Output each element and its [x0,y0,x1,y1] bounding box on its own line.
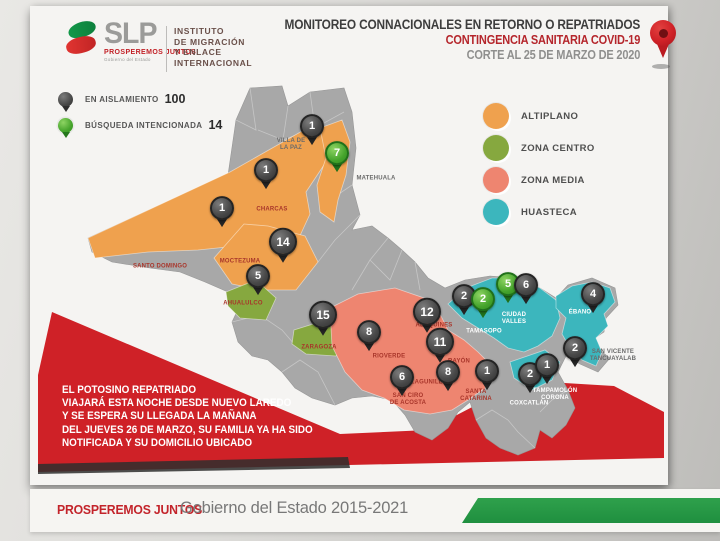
green-pin-icon [58,117,73,133]
banner-line-4: DEL JUEVES 26 DE MARZO, SU FAMILIA YA HA… [62,423,313,436]
logo-tagline: PROSPEREMOS JUNTOS [104,49,197,56]
map-pin-tamasopo: 2 [471,287,495,319]
footer-brand: PROSPEREMOS JUNTOS [57,502,203,517]
map-pin-matehuala: 7 [325,141,349,173]
zone-item-huasteca: HUASTECA [483,196,595,228]
zone-item-altiplano: ALTIPLANO [483,100,595,132]
banner-line-5: NOTIFICADA Y SU DOMICILIO UBICADO [62,436,253,449]
map-label-charcas: CHARCAS [256,205,288,213]
map-pin-ahualulco: 5 [246,264,270,296]
altiplano-swatch [483,103,509,129]
map-label-matehuala: MATEHUALA [356,174,396,182]
footer-government: Gobierno del Estado 2015-2021 [180,499,409,517]
page-title: MONITOREO CONNACIONALES EN RETORNO O REP… [236,17,640,62]
alert-banner: EL POTOSINO REPATRIADO VIAJARÁ ESTA NOCH… [62,384,341,450]
map-pin-lagunillas: 8 [436,360,460,392]
map-label-zaragoza: ZARAGOZA [301,343,337,351]
centro-swatch [483,135,509,161]
map-pin-ébano: 4 [581,282,605,314]
logo-divider [166,26,167,72]
map-pin-zaragoza: 15 [309,300,337,336]
banner-line-3: Y SE ESPERA SU LLEGADA LA MAÑANA [62,410,257,423]
title-line-2: CONTINGENCIA SANITARIA COVID-19 [445,33,640,47]
logo-subtext: Gobierno del Estado [104,57,151,62]
title-line-1: MONITOREO CONNACIONALES EN RETORNO O REP… [284,17,640,32]
map-pin-moctezuma: 14 [269,227,297,263]
map-label-san-vicente-tancuayalab: SAN VICENTE TANCUAYALAB [589,347,637,362]
map-pin-villa-de-la-paz: 1 [300,114,324,146]
legend-label: BÚSQUEDA INTENCIONADA [85,120,203,130]
legend-label: EN AISLAMIENTO [85,94,159,104]
institute-name: Instituto de Migración y Enlace Internac… [174,26,253,68]
logo-brand: SLP [104,17,158,50]
map-pin-santa-catarina: 1 [475,359,499,391]
legend-value: 100 [164,92,186,106]
slp-logo: SLP PROSPEREMOS JUNTOS Gobierno del Esta… [64,17,197,62]
map-label-rioverde: RIOVERDE [372,352,406,360]
huasteca-swatch [483,199,509,225]
map-pin-tampamolón-corona: 1 [535,353,559,385]
map-label-tampamolón-corona: TAMPAMOLÓN CORONA [532,386,578,401]
banner-line-1: EL POTOSINO REPATRIADO [62,384,197,396]
status-legend: EN AISLAMIENTO 100 BÚSQUEDA INTENCIONADA… [58,86,222,138]
map-pin-rioverde: 8 [357,320,381,352]
map-label-san-ciro-de-acosta: SAN CIRO DE ACOSTA [389,391,427,406]
legend-item-aislamiento: EN AISLAMIENTO 100 [58,86,222,112]
map-label-santo-domingo: SANTO DOMINGO [132,262,188,270]
banner-line-2: VIAJARÁ ESTA NOCHE DESDE NUEVO LAREDO [62,397,292,410]
gray-pin-icon [58,91,73,107]
zone-item-media: ZONA MEDIA [483,164,595,196]
legend-item-busqueda: BÚSQUEDA INTENCIONADA 14 [58,112,222,138]
title-line-3: CORTE AL 25 DE MARZO DE 2020 [466,48,640,62]
map-pin-santo-domingo: 1 [210,196,234,228]
zone-legend: ALTIPLANO ZONA CENTRO ZONA MEDIA HUASTEC… [483,100,595,228]
map-pin-charcas: 1 [254,158,278,190]
footer: PROSPEREMOS JUNTOS Gobierno del Estado 2… [30,489,720,532]
map-pin-san-vicente-tancuayalab: 2 [563,336,587,368]
map-label-tamasopo: TAMASOPO [466,327,502,335]
slp-swoosh-icon [64,18,100,60]
map-label-ciudad-valles: CIUDAD VALLES [501,310,527,325]
map-label-villa-de-la-paz: VILLA DE LA PAZ [276,136,306,151]
map-pin-alaquines: 12 [413,297,441,333]
location-pin-icon [648,20,678,72]
footer-green-bar [462,498,720,523]
media-swatch [483,167,509,193]
map-pin-san-ciro-de-acosta: 6 [390,365,414,397]
map-label-ahualulco: AHUALULCO [223,299,263,307]
zone-item-centro: ZONA CENTRO [483,132,595,164]
map-pin-rayón: 11 [426,327,454,363]
legend-value: 14 [208,118,223,132]
map-pin-ciudad-valles: 6 [514,273,538,305]
